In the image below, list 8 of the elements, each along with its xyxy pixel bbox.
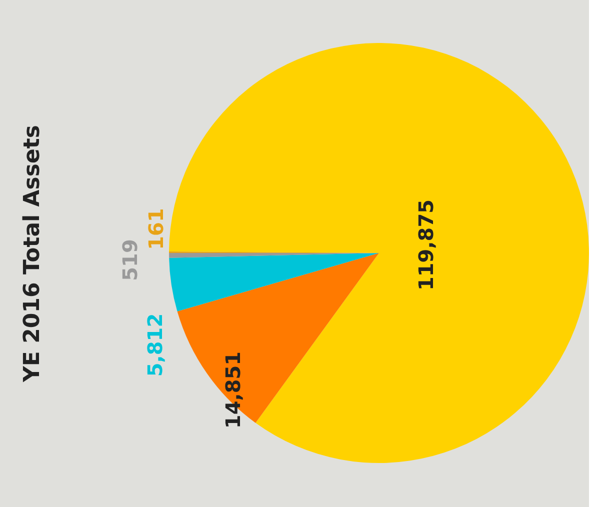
data-label: 14,851: [221, 351, 245, 429]
text: YE 2016 Total Assets: [20, 124, 45, 384]
data-label: 161: [144, 208, 168, 250]
data-label: 5,812: [143, 313, 167, 377]
data-label: 119,875: [414, 199, 438, 291]
data-label: 519: [118, 239, 142, 281]
pie-slice: [169, 43, 589, 463]
pie-slice: [169, 253, 379, 312]
